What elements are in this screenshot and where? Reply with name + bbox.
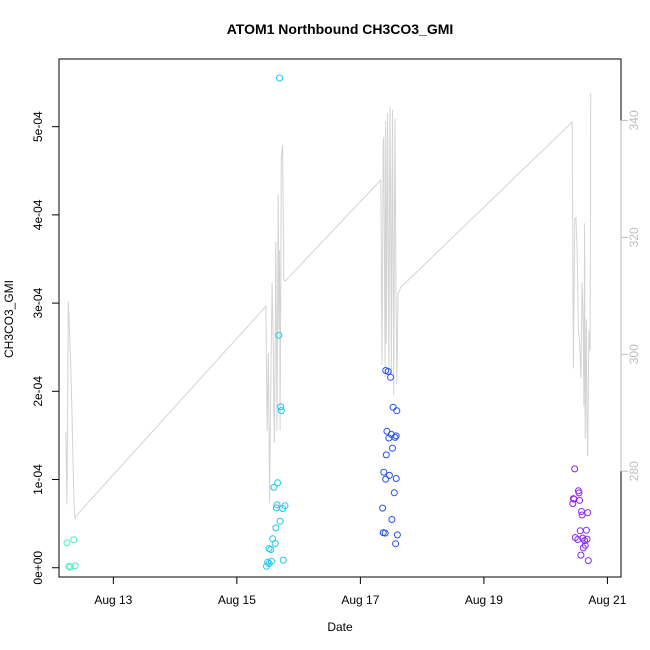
data-point [569,500,577,507]
y-tick-label: 5e-04 [31,111,45,142]
data-point [271,540,279,547]
data-point [66,563,74,571]
data-point [384,368,392,375]
data-point [276,74,283,82]
data-point [272,524,280,532]
data-point [265,560,273,568]
x-tick-label: Aug 13 [94,593,132,607]
data-point [281,502,289,510]
data-point [391,433,399,441]
y-tick-label: 0e+00 [31,551,45,585]
plot-box [58,58,622,578]
data-point [576,496,584,504]
data-point [264,558,272,566]
data-point [584,557,592,565]
data-point [70,536,78,544]
data-point [273,501,281,509]
data-point [267,557,275,565]
data-point [276,517,284,525]
data-point [275,331,283,339]
y-axis-right: 280 300 320 340 [620,110,641,481]
data-point [274,479,282,487]
secondary-line-layer [65,92,592,521]
data-point [385,471,393,479]
y-axis-left: 0e+00 1e-04 2e-04 3e-04 4e-04 5e-04 [31,111,60,585]
x-axis-label: Date [327,620,353,634]
data-point [382,451,390,459]
data-point [574,536,582,543]
y2-tick-label: 340 [627,110,641,130]
x-tick-label: Aug 17 [341,593,379,607]
data-point [582,526,590,534]
data-point [583,535,591,543]
data-point [387,373,395,381]
x-tick-label: Aug 19 [465,593,503,607]
y-tick-label: 3e-04 [31,287,45,318]
data-point [390,489,398,497]
data-point [577,551,585,559]
data-point [277,403,285,411]
y-tick-label: 1e-04 [31,464,45,495]
x-axis: Aug 13 Aug 15 Aug 17 Aug 19 Aug 21 [94,576,627,607]
data-point [381,529,389,537]
data-point [270,483,278,491]
data-point [581,541,589,549]
y-tick-label: 2e-04 [31,376,45,407]
data-point [279,556,287,564]
data-point [389,444,396,452]
data-point [71,562,79,570]
data-point [575,489,583,497]
y2-tick-label: 280 [627,461,641,481]
data-point [576,527,584,535]
data-point [267,546,275,553]
data-point [388,516,396,523]
y-tick-label: 4e-04 [31,199,45,230]
y-axis-label: CH3CO3_GMI [2,280,16,358]
data-point [392,540,400,548]
data-point [382,475,390,483]
secondary-series-line [65,92,592,521]
chart-title: ATOM1 Northbound CH3CO3_GMI [227,21,454,37]
data-point [389,403,397,411]
data-point [392,432,400,440]
y2-tick-label: 320 [627,227,641,247]
x-tick-label: Aug 21 [588,593,626,607]
data-point [578,511,586,519]
data-point [571,465,579,473]
y2-tick-label: 300 [627,344,641,364]
data-point [584,509,592,517]
x-tick-label: Aug 15 [218,593,256,607]
data-point [379,504,387,512]
data-point [277,407,285,415]
data-point [393,531,401,539]
data-point [63,539,71,547]
data-point [380,468,388,476]
data-point [392,475,400,482]
data-point [393,407,401,415]
scatter-point-layer [63,74,592,571]
